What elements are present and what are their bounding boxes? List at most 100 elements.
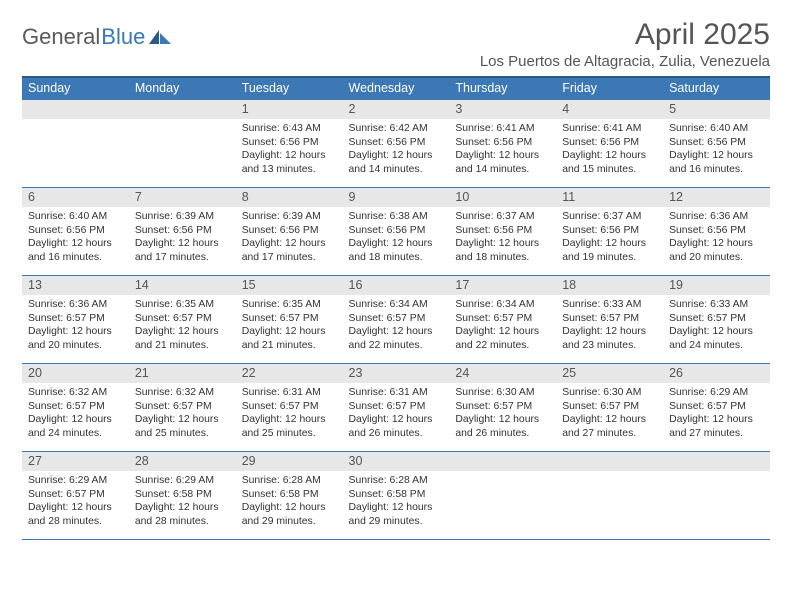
day-details: Sunrise: 6:34 AMSunset: 6:57 PMDaylight:… [449,295,556,357]
day-details: Sunrise: 6:36 AMSunset: 6:56 PMDaylight:… [663,207,770,269]
day-number: 11 [556,188,663,207]
day-details: Sunrise: 6:37 AMSunset: 6:56 PMDaylight:… [556,207,663,269]
day-details: Sunrise: 6:38 AMSunset: 6:56 PMDaylight:… [343,207,450,269]
calendar-cell [556,452,663,540]
calendar-cell: 15Sunrise: 6:35 AMSunset: 6:57 PMDayligh… [236,276,343,364]
day-number: 19 [663,276,770,295]
day-number: 17 [449,276,556,295]
calendar-cell: 13Sunrise: 6:36 AMSunset: 6:57 PMDayligh… [22,276,129,364]
calendar-cell: 14Sunrise: 6:35 AMSunset: 6:57 PMDayligh… [129,276,236,364]
day-details: Sunrise: 6:30 AMSunset: 6:57 PMDaylight:… [556,383,663,445]
day-number-empty [129,100,236,119]
month-title: April 2025 [480,18,770,51]
calendar-cell [449,452,556,540]
weekday-header: Wednesday [343,77,450,100]
day-number: 27 [22,452,129,471]
calendar-cell: 17Sunrise: 6:34 AMSunset: 6:57 PMDayligh… [449,276,556,364]
day-number: 9 [343,188,450,207]
day-number: 5 [663,100,770,119]
weekday-header: Monday [129,77,236,100]
logo-text-2: Blue [101,24,145,50]
day-number: 7 [129,188,236,207]
day-number: 6 [22,188,129,207]
calendar-cell [129,100,236,188]
day-number: 13 [22,276,129,295]
day-details: Sunrise: 6:37 AMSunset: 6:56 PMDaylight:… [449,207,556,269]
calendar-cell [663,452,770,540]
day-details: Sunrise: 6:41 AMSunset: 6:56 PMDaylight:… [449,119,556,181]
calendar-cell: 1Sunrise: 6:43 AMSunset: 6:56 PMDaylight… [236,100,343,188]
calendar-cell: 16Sunrise: 6:34 AMSunset: 6:57 PMDayligh… [343,276,450,364]
day-number: 8 [236,188,343,207]
calendar-table: SundayMondayTuesdayWednesdayThursdayFrid… [22,76,770,540]
calendar-row: 20Sunrise: 6:32 AMSunset: 6:57 PMDayligh… [22,364,770,452]
day-number: 1 [236,100,343,119]
header-row: GeneralBlue April 2025 Los Puertos de Al… [22,18,770,70]
title-block: April 2025 Los Puertos de Altagracia, Zu… [480,18,770,70]
calendar-cell: 21Sunrise: 6:32 AMSunset: 6:57 PMDayligh… [129,364,236,452]
day-details: Sunrise: 6:41 AMSunset: 6:56 PMDaylight:… [556,119,663,181]
day-details: Sunrise: 6:28 AMSunset: 6:58 PMDaylight:… [236,471,343,533]
location-text: Los Puertos de Altagracia, Zulia, Venezu… [480,53,770,70]
calendar-cell [22,100,129,188]
day-number: 23 [343,364,450,383]
day-details: Sunrise: 6:40 AMSunset: 6:56 PMDaylight:… [22,207,129,269]
calendar-cell: 8Sunrise: 6:39 AMSunset: 6:56 PMDaylight… [236,188,343,276]
calendar-cell: 9Sunrise: 6:38 AMSunset: 6:56 PMDaylight… [343,188,450,276]
calendar-cell: 26Sunrise: 6:29 AMSunset: 6:57 PMDayligh… [663,364,770,452]
day-number: 15 [236,276,343,295]
calendar-cell: 24Sunrise: 6:30 AMSunset: 6:57 PMDayligh… [449,364,556,452]
calendar-cell: 22Sunrise: 6:31 AMSunset: 6:57 PMDayligh… [236,364,343,452]
calendar-cell: 29Sunrise: 6:28 AMSunset: 6:58 PMDayligh… [236,452,343,540]
day-details: Sunrise: 6:39 AMSunset: 6:56 PMDaylight:… [236,207,343,269]
day-details: Sunrise: 6:39 AMSunset: 6:56 PMDaylight:… [129,207,236,269]
day-number: 4 [556,100,663,119]
day-number: 18 [556,276,663,295]
calendar-cell: 25Sunrise: 6:30 AMSunset: 6:57 PMDayligh… [556,364,663,452]
weekday-header: Sunday [22,77,129,100]
day-number: 29 [236,452,343,471]
day-details: Sunrise: 6:34 AMSunset: 6:57 PMDaylight:… [343,295,450,357]
day-details: Sunrise: 6:28 AMSunset: 6:58 PMDaylight:… [343,471,450,533]
calendar-body: 1Sunrise: 6:43 AMSunset: 6:56 PMDaylight… [22,100,770,540]
day-details: Sunrise: 6:33 AMSunset: 6:57 PMDaylight:… [663,295,770,357]
calendar-cell: 5Sunrise: 6:40 AMSunset: 6:56 PMDaylight… [663,100,770,188]
day-number: 14 [129,276,236,295]
logo: GeneralBlue [22,24,173,50]
calendar-cell: 10Sunrise: 6:37 AMSunset: 6:56 PMDayligh… [449,188,556,276]
day-number: 12 [663,188,770,207]
calendar-cell: 11Sunrise: 6:37 AMSunset: 6:56 PMDayligh… [556,188,663,276]
weekday-header: Saturday [663,77,770,100]
day-details: Sunrise: 6:36 AMSunset: 6:57 PMDaylight:… [22,295,129,357]
weekday-header: Thursday [449,77,556,100]
calendar-cell: 2Sunrise: 6:42 AMSunset: 6:56 PMDaylight… [343,100,450,188]
day-number: 26 [663,364,770,383]
day-details: Sunrise: 6:31 AMSunset: 6:57 PMDaylight:… [343,383,450,445]
day-number: 16 [343,276,450,295]
day-details: Sunrise: 6:42 AMSunset: 6:56 PMDaylight:… [343,119,450,181]
day-number: 28 [129,452,236,471]
calendar-cell: 12Sunrise: 6:36 AMSunset: 6:56 PMDayligh… [663,188,770,276]
calendar-row: 27Sunrise: 6:29 AMSunset: 6:57 PMDayligh… [22,452,770,540]
day-number-empty [22,100,129,119]
weekday-header: Tuesday [236,77,343,100]
calendar-row: 6Sunrise: 6:40 AMSunset: 6:56 PMDaylight… [22,188,770,276]
day-number: 30 [343,452,450,471]
day-details: Sunrise: 6:35 AMSunset: 6:57 PMDaylight:… [129,295,236,357]
day-number: 24 [449,364,556,383]
day-details: Sunrise: 6:43 AMSunset: 6:56 PMDaylight:… [236,119,343,181]
day-number: 3 [449,100,556,119]
calendar-row: 1Sunrise: 6:43 AMSunset: 6:56 PMDaylight… [22,100,770,188]
day-details: Sunrise: 6:32 AMSunset: 6:57 PMDaylight:… [22,383,129,445]
calendar-cell: 19Sunrise: 6:33 AMSunset: 6:57 PMDayligh… [663,276,770,364]
day-details: Sunrise: 6:32 AMSunset: 6:57 PMDaylight:… [129,383,236,445]
day-details: Sunrise: 6:35 AMSunset: 6:57 PMDaylight:… [236,295,343,357]
day-number-empty [556,452,663,471]
day-number: 21 [129,364,236,383]
calendar-cell: 28Sunrise: 6:29 AMSunset: 6:58 PMDayligh… [129,452,236,540]
day-details: Sunrise: 6:30 AMSunset: 6:57 PMDaylight:… [449,383,556,445]
day-number: 2 [343,100,450,119]
day-details: Sunrise: 6:31 AMSunset: 6:57 PMDaylight:… [236,383,343,445]
day-details: Sunrise: 6:40 AMSunset: 6:56 PMDaylight:… [663,119,770,181]
calendar-cell: 18Sunrise: 6:33 AMSunset: 6:57 PMDayligh… [556,276,663,364]
